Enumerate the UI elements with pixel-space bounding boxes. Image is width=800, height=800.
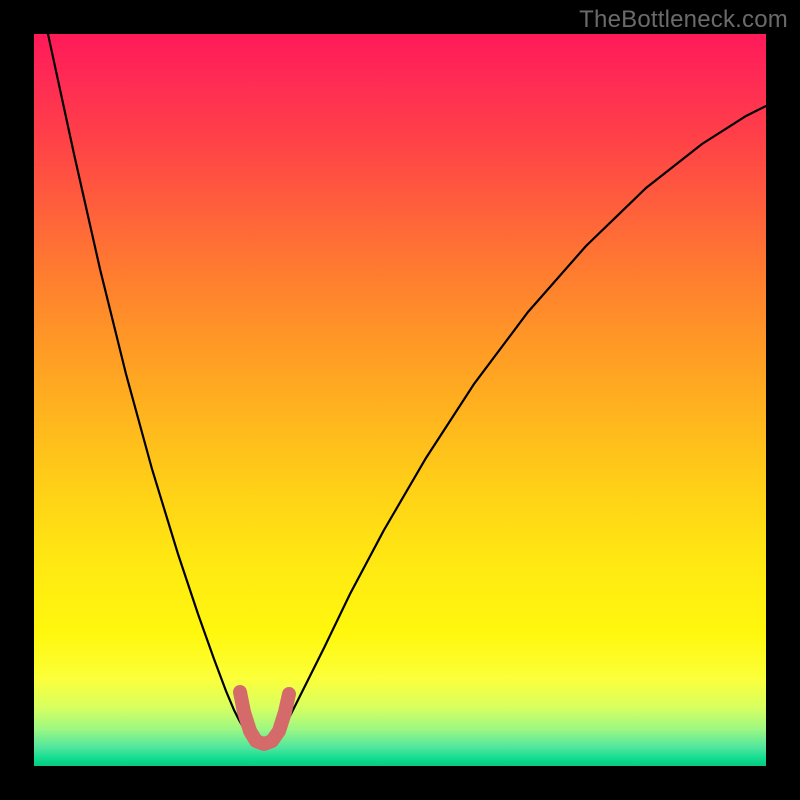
curve-right-branch: [284, 106, 766, 727]
curve-layer: [34, 34, 766, 766]
chart-outer-frame: TheBottleneck.com: [0, 0, 800, 800]
watermark-text: TheBottleneck.com: [579, 6, 788, 34]
curve-left-branch: [48, 34, 243, 727]
plot-area: [34, 34, 766, 766]
valley-marker: [240, 692, 289, 744]
